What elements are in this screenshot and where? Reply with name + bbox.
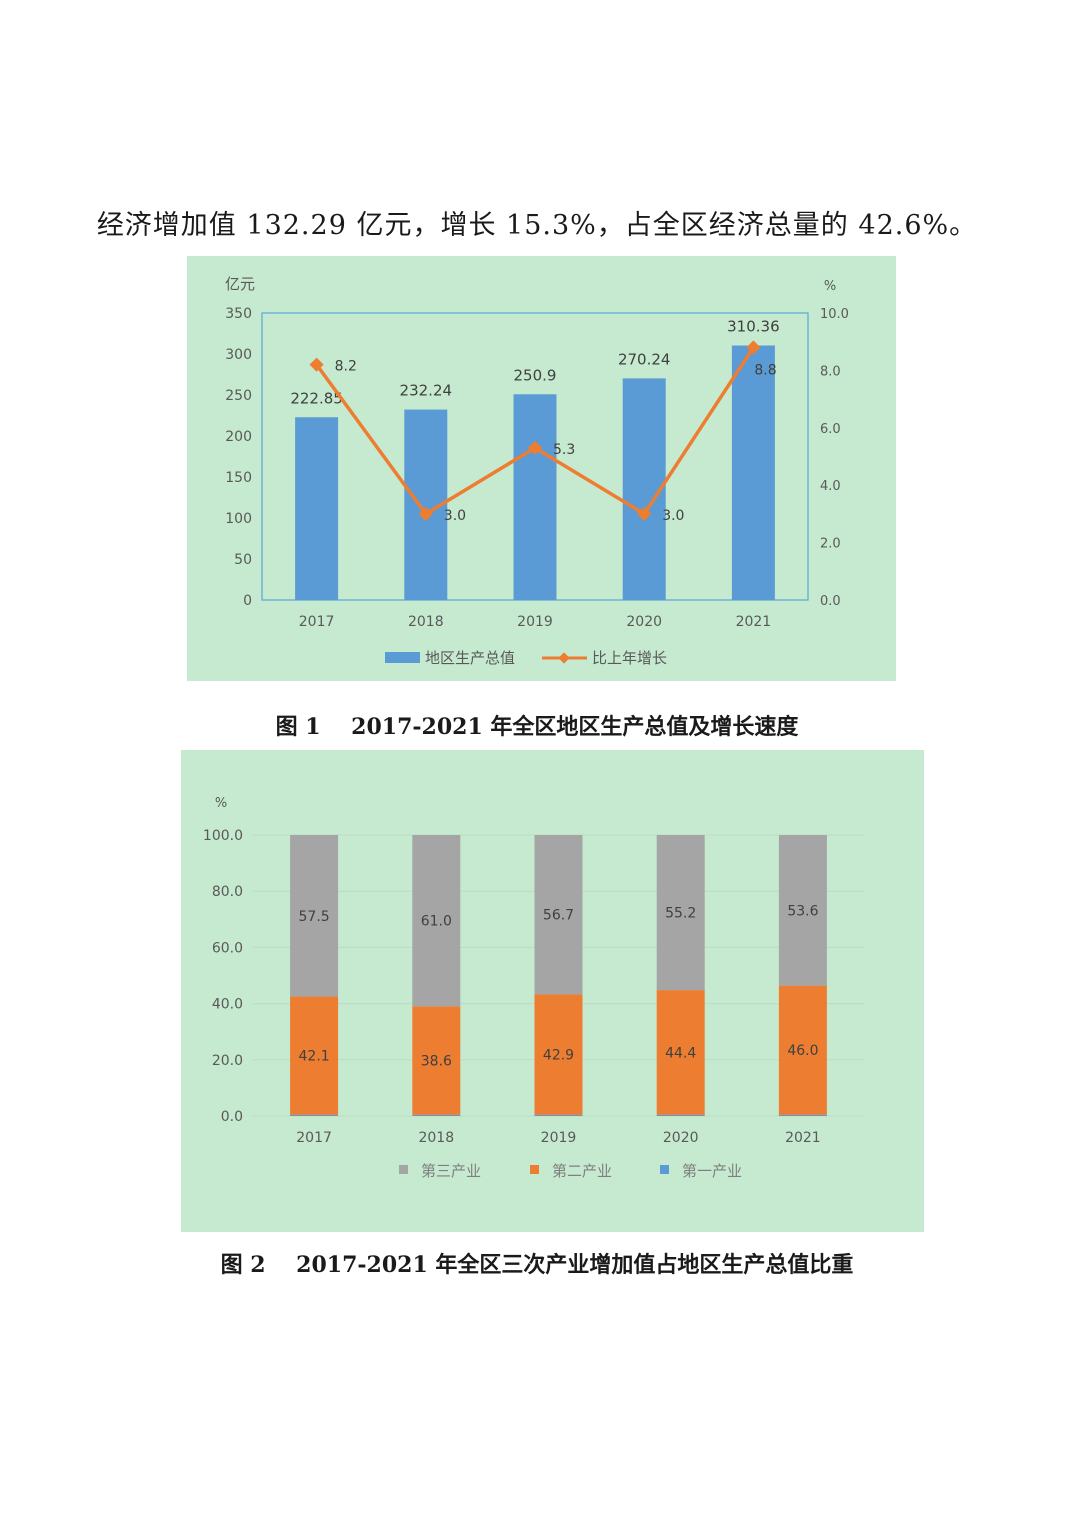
legend-label-growth: 比上年增长 [592, 649, 667, 667]
data-label-secondary: 46.0 [787, 1043, 818, 1059]
x-tick-label: 2018 [408, 614, 444, 630]
segment-primary [656, 1114, 705, 1116]
x-tick-label: 2021 [736, 614, 772, 630]
x-tick-label: 2018 [418, 1130, 454, 1146]
figure1-caption-text: 2017-2021 年全区地区生产总值及增长速度 [351, 714, 799, 740]
segment-tertiary [412, 835, 461, 1007]
data-label-secondary: 38.6 [421, 1054, 452, 1070]
legend-label: 第二产业 [552, 1162, 612, 1180]
segment-secondary [412, 1006, 461, 1115]
legend-swatch [660, 1165, 669, 1174]
data-label-tertiary: 61.0 [421, 914, 452, 930]
y-tick-label: 0 [243, 593, 252, 609]
legend-swatch [399, 1165, 408, 1174]
legend-swatch-growth-marker [558, 652, 570, 664]
y2-axis-unit-label: % [824, 279, 836, 294]
y-tick-label: 100.0 [203, 828, 243, 844]
y-tick-label: 100 [225, 511, 252, 527]
y-tick-label: 40.0 [212, 997, 243, 1013]
y-tick-label: 60.0 [212, 940, 243, 956]
segment-tertiary [778, 835, 827, 986]
x-tick-label: 2017 [299, 614, 335, 630]
y-tick-label: 0.0 [221, 1109, 243, 1125]
bar-data-label: 270.24 [618, 350, 671, 368]
segment-primary [412, 1114, 461, 1116]
figure2-caption-prefix: 图 2 [220, 1252, 266, 1278]
bar-data-label: 250.9 [514, 366, 557, 384]
y2-tick-label: 6.0 [820, 422, 841, 437]
legend-label: 第三产业 [421, 1162, 481, 1180]
chart-industry-share-svg: % 0.0 20.0 40.0 60.0 80.0 100.0 2017 2018 2019 202… [203, 796, 864, 1180]
y-tick-label: 300 [225, 347, 252, 363]
data-label-tertiary: 57.5 [299, 909, 330, 925]
segment-primary [778, 1114, 827, 1116]
figure2-caption: 图 2 2017-2021 年全区三次产业增加值占地区生产总值比重 [0, 1247, 1074, 1279]
segment-tertiary [290, 835, 339, 997]
bar-data-label: 232.24 [400, 382, 453, 400]
line-data-label: 8.8 [754, 362, 776, 378]
line-data-label: 5.3 [553, 442, 575, 458]
y2-tick-label: 10.0 [820, 307, 849, 322]
y-tick-label: 350 [225, 306, 252, 322]
data-label-tertiary: 55.2 [665, 906, 696, 922]
figure1-caption: 图 1 2017-2021 年全区地区生产总值及增长速度 [0, 709, 1074, 741]
bar-gdp [295, 417, 339, 600]
y-tick-label: 50 [234, 552, 252, 568]
figure2-caption-text: 2017-2021 年全区三次产业增加值占地区生产总值比重 [296, 1252, 854, 1278]
intro-paragraph: 经济增加值 132.29 亿元，增长 15.3%，占全区经济总量的 42.6%。 [96, 210, 978, 241]
chart-gdp-growth: 亿元% 0 50 100 150 200 250 300 350 0.0 2.0 4.0 6.0 8.0 1… [187, 256, 896, 681]
legend-swatch-gdp [385, 652, 420, 663]
x-tick-label: 2017 [296, 1130, 332, 1146]
x-tick-label: 2020 [626, 614, 662, 630]
legend-label-gdp: 地区生产总值 [425, 649, 515, 667]
line-data-label: 3.0 [444, 508, 466, 524]
chart-gdp-growth-svg: 亿元 % 0 50 100 150 200 250 300 350 0.0 2.0 4.0 6.0 8.0 1… [225, 275, 849, 667]
segment-primary [534, 1114, 583, 1116]
legend-label: 第一产业 [682, 1162, 742, 1180]
figure1-caption-prefix: 图 1 [275, 714, 321, 740]
y-axis-unit-label: 亿元 [225, 275, 255, 293]
x-tick-label: 2019 [517, 614, 553, 630]
x-tick-label: 2019 [541, 1130, 577, 1146]
segment-secondary [534, 994, 583, 1115]
bar-data-label: 222.85 [290, 389, 343, 407]
bar-data-label: 310.36 [727, 318, 780, 336]
y2-tick-label: 0.0 [820, 594, 841, 609]
data-label-secondary: 42.1 [299, 1049, 330, 1065]
line-data-label: 8.2 [335, 359, 357, 375]
segment-tertiary [534, 835, 583, 995]
y-tick-label: 200 [225, 429, 252, 445]
y-tick-label: 80.0 [212, 884, 243, 900]
y-tick-label: 150 [225, 470, 252, 486]
x-tick-label: 2020 [663, 1130, 699, 1146]
chart-industry-share: % 0.0 20.0 40.0 60.0 80.0 100.0 2017 2018 2019 202… [181, 750, 924, 1232]
data-label-secondary: 42.9 [543, 1048, 574, 1064]
y-axis-unit-label: % [215, 796, 227, 811]
y-tick-label: 250 [225, 388, 252, 404]
line-point-growth [637, 506, 652, 521]
data-label-secondary: 44.4 [665, 1045, 696, 1061]
x-tick-label: 2021 [785, 1130, 821, 1146]
y2-tick-label: 2.0 [820, 537, 841, 552]
segment-primary [290, 1114, 339, 1116]
line-point-growth [746, 340, 761, 355]
y2-tick-label: 8.0 [820, 364, 841, 379]
bar-gdp [731, 345, 775, 600]
segment-tertiary [656, 835, 705, 991]
y-tick-label: 20.0 [212, 1053, 243, 1069]
legend-swatch [530, 1165, 539, 1174]
bar-gdp [513, 394, 557, 600]
line-point-growth [527, 440, 543, 455]
segment-secondary [778, 985, 827, 1115]
segment-secondary [656, 990, 705, 1115]
line-data-label: 3.0 [662, 508, 684, 524]
data-label-tertiary: 53.6 [787, 903, 818, 919]
segment-secondary [290, 996, 339, 1115]
y2-tick-label: 4.0 [820, 479, 841, 494]
data-label-tertiary: 56.7 [543, 908, 574, 924]
